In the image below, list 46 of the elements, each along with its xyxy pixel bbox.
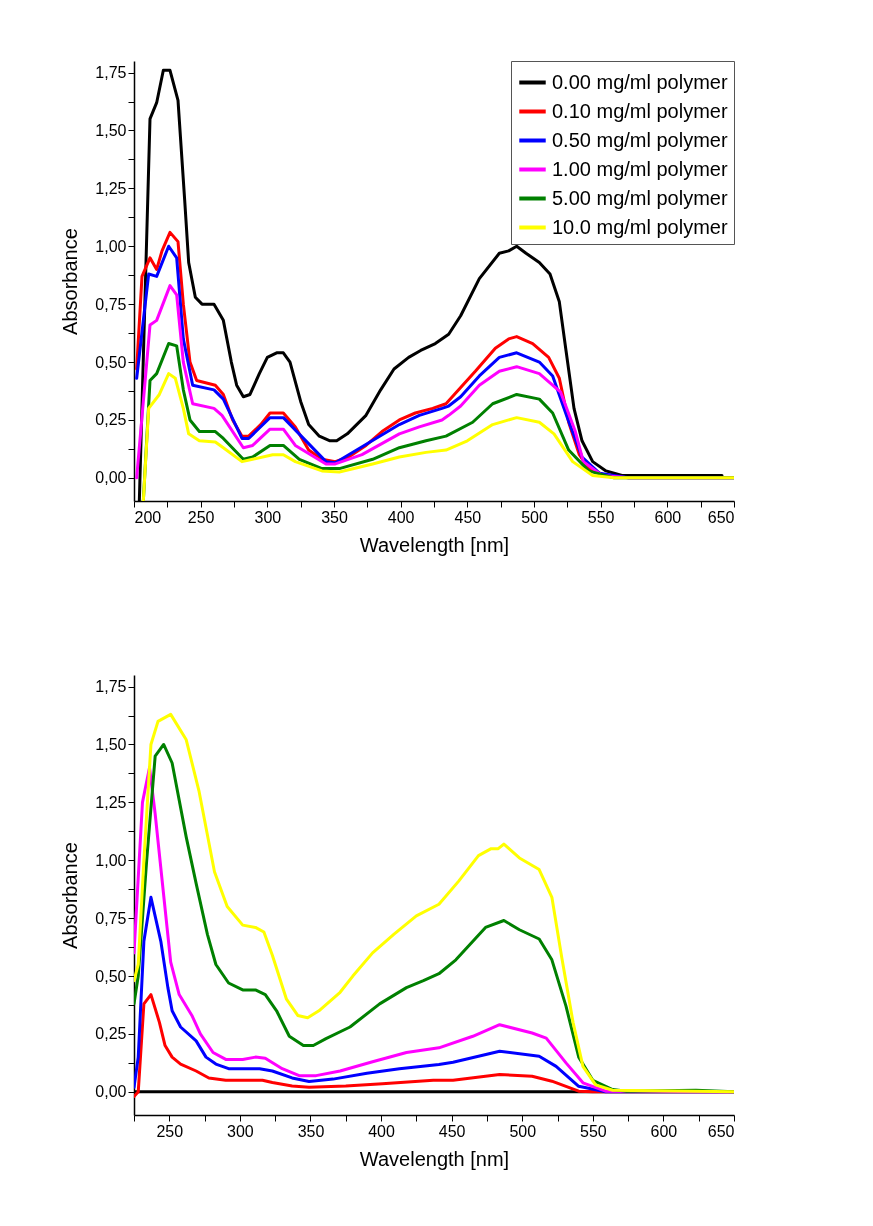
x-tick-label: 400 (368, 1122, 395, 1140)
legend-label: 5.00 mg/ml polymer (552, 186, 728, 209)
x-tick-label: 650 (707, 508, 735, 526)
y-tick-label: 1,25 (95, 179, 127, 197)
legend-label: 1.00 mg/ml polymer (552, 157, 728, 180)
legend-label: 0.00 mg/ml polymer (552, 70, 728, 93)
x-tick-label: 350 (297, 1122, 325, 1140)
x-tick-label: 450 (438, 1122, 466, 1140)
legend-label: 0.50 mg/ml polymer (552, 128, 728, 151)
x-tick-label: 600 (654, 508, 682, 526)
x-tick-label: 450 (454, 508, 482, 526)
y-tick-label: 1,00 (95, 237, 127, 255)
x-tick-label: 250 (156, 1122, 184, 1140)
y-tick-label: 0,75 (95, 909, 127, 927)
y-axis-title: Absorbance (59, 228, 82, 335)
x-axis-title: Wavelength [nm] (359, 1147, 510, 1170)
y-tick-label: 1,75 (95, 64, 127, 82)
y-tick-label: 0,25 (95, 411, 127, 429)
y-tick-label: 0,00 (95, 469, 127, 487)
y-tick-label: 0,75 (95, 295, 127, 313)
x-tick-label: 600 (650, 1122, 678, 1140)
x-tick-label: 550 (579, 1122, 607, 1140)
legend-label: 10.0 mg/ml polymer (552, 215, 728, 238)
x-tick-label: 300 (227, 1122, 254, 1140)
y-tick-label: 1,50 (95, 735, 127, 753)
x-tick-label: 350 (321, 508, 348, 526)
y-tick-label: 0,00 (95, 1083, 127, 1101)
x-tick-label: 200 (134, 508, 162, 526)
y-tick-label: 1,75 (95, 678, 127, 696)
y-tick-label: 1,00 (95, 851, 127, 869)
y-axis-title: Absorbance (59, 842, 82, 949)
x-tick-label: 650 (707, 1122, 735, 1140)
x-tick-label: 500 (509, 1122, 537, 1140)
y-tick-label: 0,25 (95, 1025, 127, 1043)
x-tick-label: 400 (387, 508, 415, 526)
y-tick-label: 1,25 (95, 793, 127, 811)
legend-label: 0.10 mg/ml polymer (552, 99, 728, 122)
line-series (141, 372, 734, 501)
x-axis-title: Wavelength [nm] (359, 533, 510, 556)
x-tick-label: 550 (587, 508, 615, 526)
y-tick-label: 0,50 (95, 353, 127, 371)
x-tick-label: 300 (254, 508, 282, 526)
x-tick-label: 500 (521, 508, 548, 526)
x-tick-label: 250 (187, 508, 215, 526)
y-tick-label: 0,50 (95, 967, 127, 985)
y-tick-label: 1,50 (95, 121, 127, 139)
